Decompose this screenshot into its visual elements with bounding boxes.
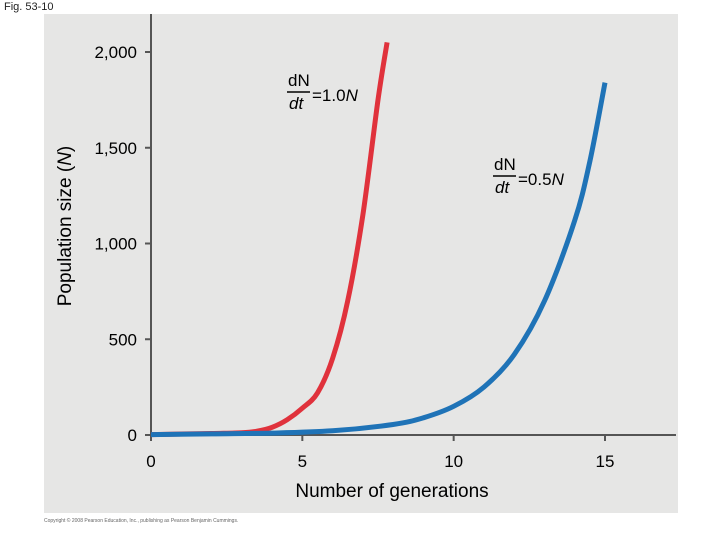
figure-label: Fig. 53-10 [4,1,54,13]
equation-label: dN dt =1.0N [287,71,359,113]
x-tick-label: 10 [444,452,463,471]
x-tick-label: 0 [146,452,155,471]
y-tick-label: 500 [109,330,137,349]
y-tick-label: 1,000 [94,235,137,254]
equation-label: dN dt =0.5N [493,155,565,197]
equation-denominator: dt [495,178,510,197]
equation-rhs: =0.5N [518,170,565,189]
y-tick-label: 1,500 [94,139,137,158]
equation-numerator: dN [288,71,310,90]
copyright-notice: Copyright © 2008 Pearson Education, Inc.… [44,518,239,524]
series-line-0-5N [150,82,608,438]
x-tick-label: 5 [298,452,307,471]
x-axis-title: Number of generations [295,481,488,502]
x-tick-label: 15 [596,452,615,471]
equation-numerator: dN [494,155,516,174]
equation-denominator: dt [289,94,304,113]
y-tick-label: 0 [128,426,137,445]
equation-rhs: =1.0N [312,86,359,105]
y-axis-title: Population size (N) [55,146,76,307]
y-tick-label: 2,000 [94,43,137,62]
